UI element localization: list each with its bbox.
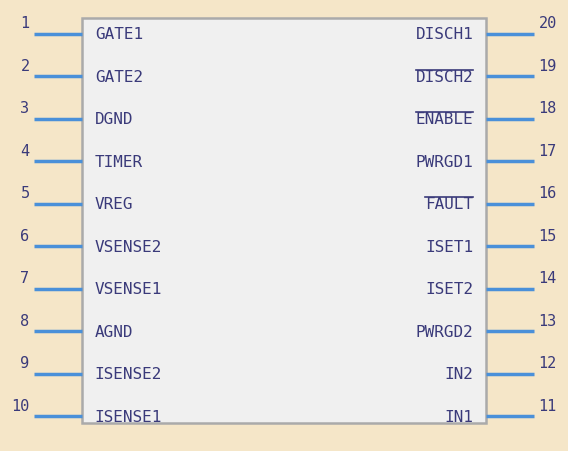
Text: VSENSE1: VSENSE1 [95, 281, 162, 297]
Text: ISET1: ISET1 [425, 239, 473, 254]
Text: 1: 1 [20, 16, 30, 31]
Text: IN1: IN1 [444, 409, 473, 424]
Text: ISET2: ISET2 [425, 281, 473, 297]
Text: GATE2: GATE2 [95, 69, 143, 85]
Text: 6: 6 [20, 228, 30, 243]
Text: VREG: VREG [95, 197, 133, 212]
Text: 7: 7 [20, 271, 30, 285]
Text: 17: 17 [538, 143, 557, 158]
Text: 16: 16 [538, 186, 557, 201]
Text: PWRGD1: PWRGD1 [415, 154, 473, 170]
Text: 2: 2 [20, 59, 30, 74]
Text: DISCH1: DISCH1 [415, 27, 473, 42]
Text: 8: 8 [20, 313, 30, 328]
Text: ENABLE: ENABLE [415, 112, 473, 127]
Text: AGND: AGND [95, 324, 133, 339]
Text: 9: 9 [20, 355, 30, 370]
Text: 3: 3 [20, 101, 30, 116]
Text: 18: 18 [538, 101, 557, 116]
Text: 15: 15 [538, 228, 557, 243]
Text: 13: 13 [538, 313, 557, 328]
Text: IN2: IN2 [444, 366, 473, 382]
Bar [82, 19, 486, 423]
Text: 10: 10 [11, 398, 30, 413]
Text: DISCH2: DISCH2 [415, 69, 473, 85]
Text: 20: 20 [538, 16, 557, 31]
Text: GATE1: GATE1 [95, 27, 143, 42]
Text: 11: 11 [538, 398, 557, 413]
Text: ISENSE1: ISENSE1 [95, 409, 162, 424]
Text: FAULT: FAULT [425, 197, 473, 212]
Text: 4: 4 [20, 143, 30, 158]
Text: 19: 19 [538, 59, 557, 74]
Text: 14: 14 [538, 271, 557, 285]
Text: TIMER: TIMER [95, 154, 143, 170]
Text: ISENSE2: ISENSE2 [95, 366, 162, 382]
Text: 5: 5 [20, 186, 30, 201]
Text: PWRGD2: PWRGD2 [415, 324, 473, 339]
Text: VSENSE2: VSENSE2 [95, 239, 162, 254]
Text: 12: 12 [538, 355, 557, 370]
Text: DGND: DGND [95, 112, 133, 127]
